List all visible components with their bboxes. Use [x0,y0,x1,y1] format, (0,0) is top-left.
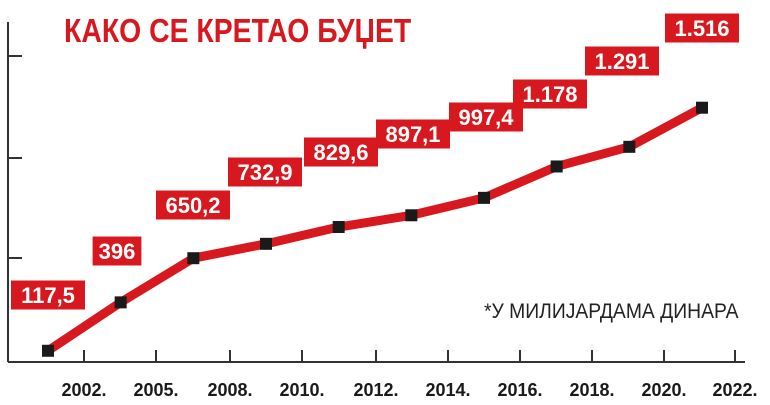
units-note: *У МИЛИЈАРДАМА ДИНАРА [484,300,739,323]
data-point [42,344,54,357]
data-label-box [376,119,450,149]
data-label: 897,1 [385,122,440,147]
x-tick-label: 2002. [61,380,106,400]
data-point [187,252,200,265]
data-label-box [156,190,230,220]
data-point [550,160,563,173]
x-tick-label: 2014. [425,380,470,400]
data-label-box [665,13,739,43]
series-layer [42,101,708,357]
x-tick-label: 2005. [133,380,178,400]
data-point [623,140,636,153]
x-tick-label: 2020. [641,380,686,400]
data-label-box [11,280,85,310]
data-point [478,191,490,204]
x-tick-label: 2008. [207,380,252,400]
data-label-box [228,157,302,187]
x-tick-label: 2010. [279,380,324,400]
x-tick-label: 2022. [712,380,757,400]
data-label: 1.516 [674,16,729,41]
x-tick-label: 2018. [569,380,614,400]
data-label: 396 [99,239,136,264]
data-label: 1.291 [594,49,649,74]
chart-title: КАКО СЕ КРЕТАО БУЏЕТ [64,12,412,49]
data-labels-layer: 117,5 396 650,2 732,9 829,6 897,1 997,4 1.178 1.… [11,13,739,310]
data-label: 829,6 [313,140,368,165]
series-line [43,103,707,356]
data-point [114,296,127,309]
data-label-box [449,102,523,132]
x-axis-ticks: 2002. 2005. 2008. 2010. 2012. 2014. 2016. 2018.… [61,350,758,400]
data-point [260,237,272,250]
x-tick-label: 2012. [353,380,398,400]
data-label: 650,2 [165,193,220,218]
data-label-box [92,236,142,266]
data-point [696,101,708,114]
data-label-box [513,79,587,109]
y-axis-ticks [8,55,22,259]
data-label: 1.178 [522,82,577,107]
data-label: 732,9 [237,160,292,185]
data-point [332,221,345,234]
x-tick-label: 2016. [497,380,542,400]
data-label: 117,5 [21,283,75,308]
data-label-box [304,137,378,167]
data-point [405,209,418,222]
data-label: 997,4 [458,105,514,130]
data-label-box [585,46,659,76]
